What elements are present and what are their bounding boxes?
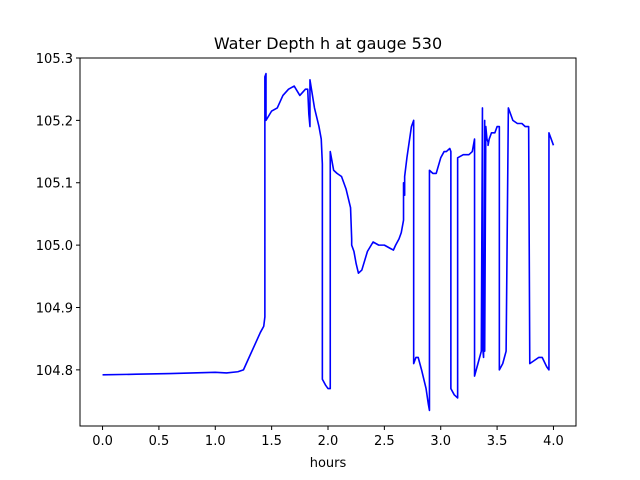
y-tick-label: 104.9 <box>36 301 73 316</box>
y-tick-label: 104.8 <box>36 364 73 379</box>
y-tick-label: 105.3 <box>36 52 73 67</box>
x-tick-label: 1.5 <box>261 434 282 449</box>
x-tick-label: 1.0 <box>205 434 226 449</box>
x-tick-label: 0.0 <box>92 434 113 449</box>
x-axis-label: hours <box>310 456 347 471</box>
x-tick-label: 0.5 <box>149 434 170 449</box>
chart-title: Water Depth h at gauge 530 <box>214 34 442 53</box>
y-tick-label: 105.0 <box>36 239 73 254</box>
x-tick-label: 3.5 <box>487 434 508 449</box>
tick-layer: 0.0 0.5 1.0 1.5 2.0 2.5 3.0 3.5 4.0 104.8 104.9 105… <box>36 52 564 449</box>
x-tick-label: 2.5 <box>374 434 395 449</box>
x-tick-label: 3.0 <box>430 434 451 449</box>
plot-layer <box>102 72 555 412</box>
y-tick-label: 105.1 <box>36 177 73 192</box>
plot-frame <box>79 57 577 427</box>
x-tick-label: 2.0 <box>318 434 339 449</box>
series-line-0 <box>102 72 555 412</box>
x-tick-label: 4.0 <box>543 434 564 449</box>
y-tick-label: 105.2 <box>36 114 73 129</box>
